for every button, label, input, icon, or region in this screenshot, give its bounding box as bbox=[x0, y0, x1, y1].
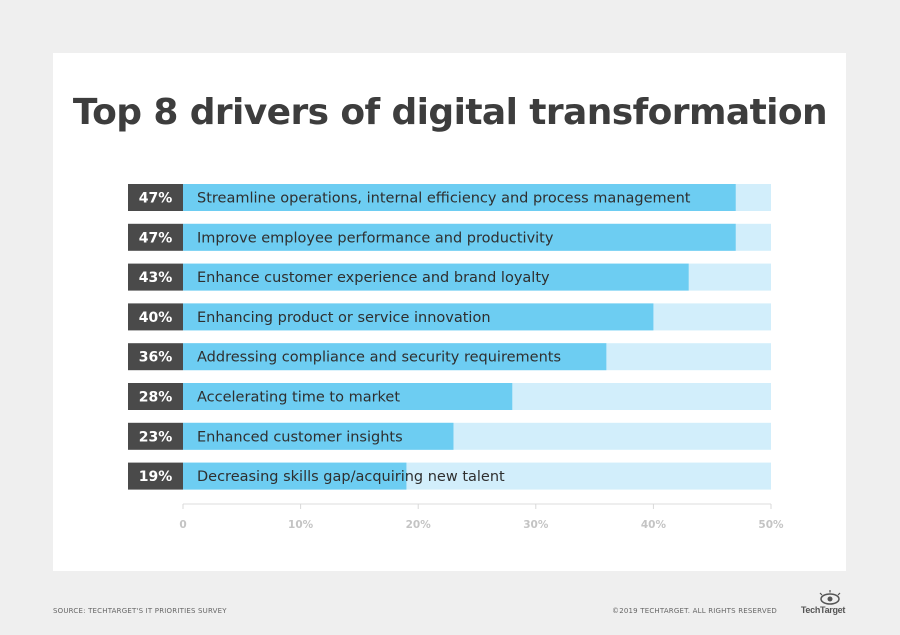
value-label-box bbox=[128, 383, 183, 410]
bar bbox=[183, 223, 736, 251]
x-tick-label: 10% bbox=[288, 519, 314, 531]
category-label: Decreasing skills gap/acquiring new tale… bbox=[197, 469, 505, 485]
chart-title: Top 8 drivers of digital transformation bbox=[72, 92, 828, 133]
value-label: 23% bbox=[139, 429, 173, 445]
techtarget-logo: TechTarget bbox=[798, 590, 848, 620]
value-label: 36% bbox=[139, 350, 173, 366]
category-label: Enhancing product or service innovation bbox=[197, 310, 491, 326]
value-label: 40% bbox=[139, 310, 173, 326]
x-tick-label: 30% bbox=[523, 519, 549, 531]
bar bbox=[183, 184, 736, 211]
value-label-box bbox=[128, 462, 183, 490]
value-label-box bbox=[128, 343, 183, 371]
value-label: 19% bbox=[139, 469, 173, 485]
value-label: 28% bbox=[139, 390, 173, 406]
bar bbox=[183, 462, 407, 490]
x-tick-label: 0 bbox=[179, 519, 186, 531]
x-tick-label: 50% bbox=[758, 519, 784, 531]
source-note: SOURCE: TECHTARGET'S IT PRIORITIES SURVE… bbox=[53, 607, 227, 615]
value-label: 47% bbox=[139, 230, 173, 246]
category-label: Accelerating time to market bbox=[197, 390, 400, 406]
category-label: Addressing compliance and security requi… bbox=[197, 350, 561, 366]
x-tick-label: 40% bbox=[641, 519, 667, 531]
value-label: 43% bbox=[139, 270, 173, 286]
eye-icon bbox=[819, 590, 841, 605]
category-label: Improve employee performance and product… bbox=[197, 230, 554, 246]
category-label: Enhance customer experience and brand lo… bbox=[197, 270, 550, 286]
category-label: Enhanced customer insights bbox=[197, 429, 403, 445]
category-label: Streamline operations, internal efficien… bbox=[197, 191, 691, 207]
value-label-box bbox=[128, 223, 183, 251]
copyright-note: ©2019 TECHTARGET. ALL RIGHTS RESERVED bbox=[612, 607, 778, 615]
bar bbox=[183, 422, 454, 450]
x-tick-label: 20% bbox=[406, 519, 432, 531]
bar bbox=[183, 383, 513, 410]
value-label-box bbox=[128, 263, 183, 291]
brand-name: TechTarget bbox=[800, 605, 846, 615]
value-label-box bbox=[128, 303, 183, 331]
value-label-box bbox=[128, 422, 183, 450]
bar bbox=[183, 263, 689, 291]
bar bbox=[183, 303, 654, 331]
value-label-box bbox=[128, 184, 183, 211]
value-label: 47% bbox=[139, 191, 173, 207]
bar bbox=[183, 343, 607, 371]
